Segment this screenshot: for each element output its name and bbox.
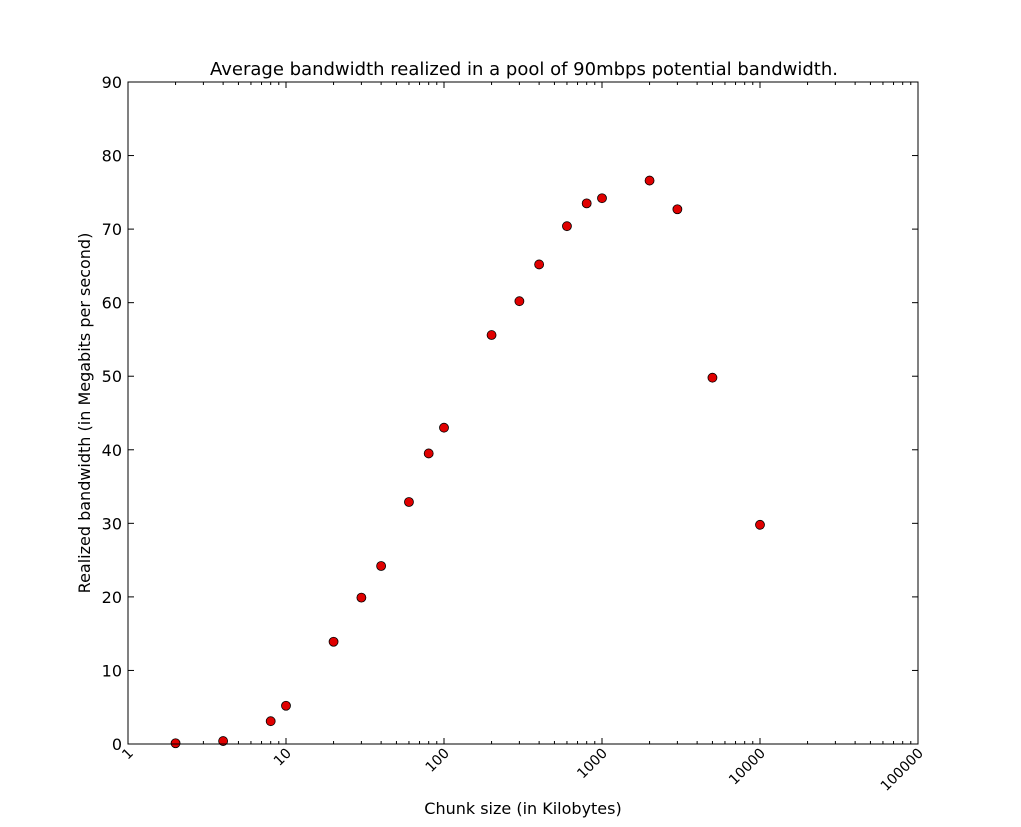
- x-tick-label: 1000: [574, 746, 611, 783]
- data-point: [439, 422, 449, 433]
- y-tick-label: 30: [102, 514, 122, 533]
- x-tick-label: 1: [119, 746, 137, 764]
- y-tick-label: 10: [102, 661, 122, 680]
- x-tick-label: 10: [271, 746, 295, 770]
- axis-ticks: 0 10 20 30 40 50 60 70 80 90 1 10 100 1000 10000 100000: [102, 73, 927, 795]
- x-axis-label: Chunk size (in Kilobytes): [424, 799, 621, 818]
- data-point: [265, 716, 276, 727]
- data-point: [281, 700, 291, 711]
- data-point: [644, 175, 655, 186]
- y-tick-label: 20: [102, 588, 122, 607]
- y-tick-label: 50: [102, 367, 122, 386]
- chart-title: Average bandwidth realized in a pool of …: [210, 59, 838, 80]
- plot-frame: [127, 81, 919, 745]
- data-point: [423, 448, 434, 459]
- data-point: [170, 738, 181, 749]
- data-points: [170, 175, 765, 749]
- data-point: [218, 736, 229, 746]
- y-tick-label: 80: [102, 147, 122, 166]
- data-point: [486, 330, 497, 340]
- y-tick-label: 40: [102, 441, 122, 460]
- x-tick-label: 100: [423, 746, 453, 776]
- data-point: [597, 193, 607, 204]
- data-point: [404, 497, 414, 507]
- x-tick-label: 10000: [726, 746, 769, 789]
- y-tick-label: 60: [102, 294, 122, 313]
- data-point: [755, 519, 765, 530]
- data-point: [707, 372, 718, 383]
- data-point: [562, 221, 572, 232]
- y-axis-label: Realized bandwidth (in Megabits per seco…: [75, 233, 94, 594]
- data-point: [672, 204, 683, 215]
- data-point: [328, 636, 339, 647]
- data-point: [376, 561, 387, 571]
- y-tick-label: 70: [102, 220, 122, 239]
- x-tick-label: 100000: [878, 746, 927, 795]
- data-point: [534, 259, 545, 270]
- y-tick-label: 90: [102, 73, 122, 92]
- data-point: [356, 592, 367, 603]
- data-point: [581, 198, 592, 209]
- y-tick-label: 0: [112, 735, 122, 754]
- data-point: [514, 296, 525, 307]
